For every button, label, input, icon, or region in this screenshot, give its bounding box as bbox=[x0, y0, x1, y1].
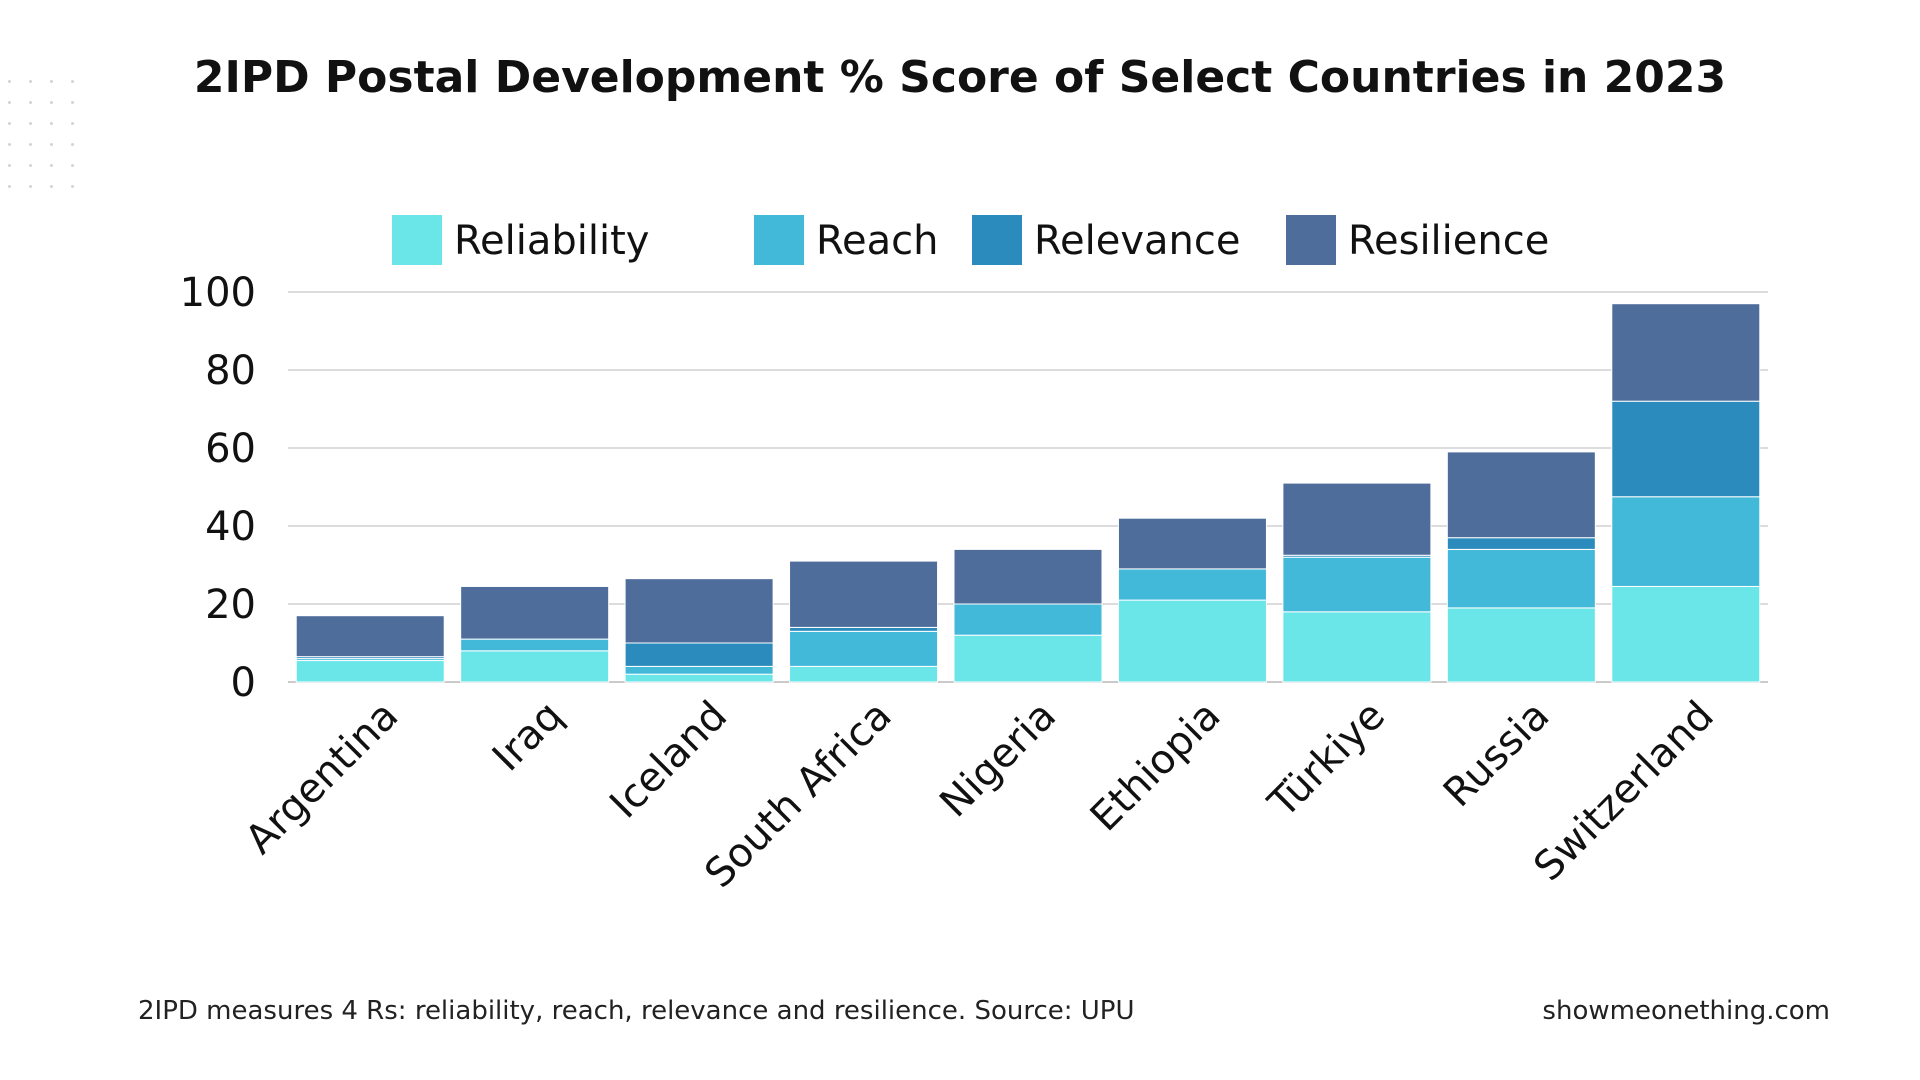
bar-ethiopia-reach bbox=[1117, 568, 1267, 601]
bar-iraq-resilience bbox=[460, 585, 610, 640]
bar-south-africa-relevance bbox=[789, 626, 939, 632]
legend-label-relevance: Relevance bbox=[1034, 218, 1240, 264]
bar-turkiye-reach bbox=[1282, 556, 1432, 613]
bar-russia-resilience bbox=[1446, 451, 1596, 539]
bar-group-russia bbox=[1446, 451, 1596, 683]
x-tick-label-iraq: Iraq bbox=[484, 693, 572, 781]
bar-group-nigeria bbox=[953, 548, 1103, 683]
bar-russia-relevance bbox=[1446, 537, 1596, 550]
x-tick-label-russia: Russia bbox=[1435, 693, 1559, 817]
x-tick-label-iceland: Iceland bbox=[601, 693, 736, 828]
bar-switzerland-reach bbox=[1611, 496, 1761, 587]
bar-switzerland-reliability bbox=[1611, 585, 1761, 683]
legend-swatch-relevance bbox=[972, 215, 1022, 265]
y-axis-ticks: 0 20 40 60 80 100 bbox=[180, 270, 256, 706]
bar-turkiye-resilience bbox=[1282, 482, 1432, 556]
y-tick-label-20: 20 bbox=[205, 582, 256, 628]
bar-group-argentina bbox=[295, 615, 445, 683]
bar-group-south-africa bbox=[789, 560, 939, 683]
bar-south-africa-resilience bbox=[789, 560, 939, 628]
bar-russia-reliability bbox=[1446, 607, 1596, 683]
bar-group-ethiopia bbox=[1117, 517, 1267, 683]
bar-nigeria-reliability bbox=[953, 634, 1103, 683]
bar-group-iceland bbox=[624, 578, 774, 683]
bars bbox=[295, 303, 1761, 683]
bar-iceland-resilience bbox=[624, 578, 774, 644]
bar-group-switzerland bbox=[1611, 303, 1761, 683]
bar-iraq-reliability bbox=[460, 650, 610, 683]
site-credit: showmeonething.com bbox=[1542, 996, 1830, 1026]
bar-south-africa-reliability bbox=[789, 665, 939, 683]
legend-swatch-reliability bbox=[392, 215, 442, 265]
y-tick-label-0: 0 bbox=[231, 660, 256, 706]
legend-label-reliability: Reliability bbox=[454, 218, 649, 264]
legend-swatch-reach bbox=[754, 215, 804, 265]
bar-russia-reach bbox=[1446, 548, 1596, 609]
legend-item-relevance: Relevance bbox=[972, 215, 1240, 265]
bar-ethiopia-reliability bbox=[1117, 599, 1267, 683]
bar-group-iraq bbox=[460, 585, 610, 683]
y-tick-label-100: 100 bbox=[180, 270, 256, 316]
bar-argentina-resilience bbox=[295, 615, 445, 658]
bar-ethiopia-resilience bbox=[1117, 517, 1267, 570]
bar-nigeria-reach bbox=[953, 603, 1103, 636]
x-tick-label-argentina: Argentina bbox=[237, 693, 408, 864]
bar-argentina-reliability bbox=[295, 660, 445, 683]
bar-switzerland-resilience bbox=[1611, 303, 1761, 402]
legend-item-resilience: Resilience bbox=[1286, 215, 1549, 265]
bar-iceland-reach bbox=[624, 665, 774, 675]
legend-item-reliability: Reliability bbox=[392, 215, 649, 265]
x-tick-label-turkiye: Türkiye bbox=[1259, 693, 1394, 828]
chart-title: 2IPD Postal Development % Score of Selec… bbox=[193, 52, 1727, 103]
bar-turkiye-reliability bbox=[1282, 611, 1432, 683]
legend-item-reach: Reach bbox=[754, 215, 938, 265]
bar-nigeria-resilience bbox=[953, 548, 1103, 605]
legend-label-resilience: Resilience bbox=[1348, 218, 1549, 264]
chart-footnote: 2IPD measures 4 Rs: reliability, reach, … bbox=[138, 996, 1135, 1026]
bar-group-turkiye bbox=[1282, 482, 1432, 683]
bar-switzerland-relevance bbox=[1611, 400, 1761, 498]
x-tick-label-ethiopia: Ethiopia bbox=[1082, 693, 1230, 841]
bar-iceland-reliability bbox=[624, 673, 774, 683]
x-tick-label-nigeria: Nigeria bbox=[931, 693, 1065, 827]
y-tick-label-40: 40 bbox=[205, 504, 256, 550]
bar-south-africa-reach bbox=[789, 630, 939, 667]
legend: Reliability Reach Relevance Resilience bbox=[392, 215, 1549, 265]
legend-label-reach: Reach bbox=[816, 218, 938, 264]
legend-swatch-resilience bbox=[1286, 215, 1336, 265]
y-tick-label-80: 80 bbox=[205, 348, 256, 394]
decorative-dot-grid bbox=[8, 80, 74, 188]
y-tick-label-60: 60 bbox=[205, 426, 256, 472]
bar-iraq-reach bbox=[460, 638, 610, 652]
bar-iceland-relevance bbox=[624, 642, 774, 667]
